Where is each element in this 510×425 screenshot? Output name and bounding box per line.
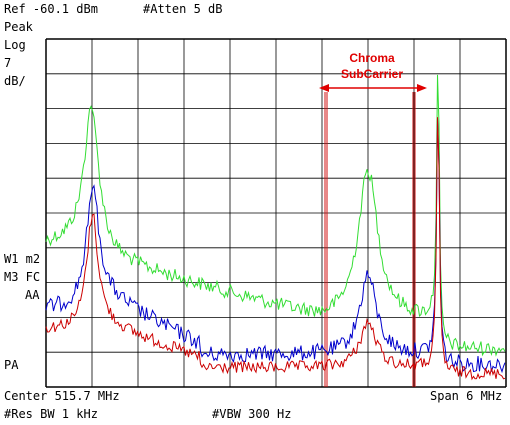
chroma-arrow-left-head (319, 84, 329, 92)
scale-value-label: 7 (4, 56, 12, 70)
ref-level-label: Ref -60.1 dBm (4, 2, 98, 16)
trace-red (45, 117, 506, 381)
scale-unit-label: dB/ (4, 74, 26, 88)
trace-blue (45, 117, 506, 374)
trace-m3-label: M3 FC (4, 270, 41, 284)
res-bw-label: #Res BW 1 kHz (4, 407, 98, 421)
center-frequency-label: Center 515.7 MHz (4, 389, 120, 403)
graticule-grid (45, 38, 507, 388)
chroma-marker-lines (324, 92, 416, 387)
chroma-annotation: Chroma SubCarrier (319, 51, 427, 92)
trace-green (45, 74, 506, 357)
vbw-label: #VBW 300 Hz (212, 407, 292, 421)
pa-label: PA (4, 358, 19, 372)
chroma-label-line1: Chroma (349, 51, 395, 65)
chroma-label-line2: SubCarrier (341, 67, 403, 81)
scale-type-label: Log (4, 38, 26, 52)
span-label: Span 6 MHz (430, 389, 503, 403)
aa-label: AA (25, 288, 40, 302)
detector-label: Peak (4, 20, 33, 34)
chroma-arrow-right-head (417, 84, 427, 92)
trace-w1-label: W1 m2 (4, 252, 41, 266)
attenuation-label: #Atten 5 dB (143, 2, 223, 16)
